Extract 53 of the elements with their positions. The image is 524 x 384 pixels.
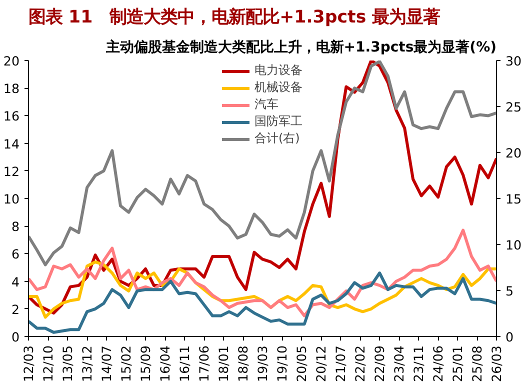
x-tick-label: 21/07 (333, 345, 348, 382)
y-tick-label: 12 (3, 164, 20, 179)
x-tick-label: 22/02 (352, 345, 368, 382)
y-tick-label: 2 (11, 302, 20, 317)
x-tick-label: 13/05 (60, 345, 75, 382)
legend-label: 合计(右) (254, 130, 300, 147)
x-tick-label: 19/10 (274, 345, 290, 382)
legend-label: 国防军工 (254, 113, 302, 130)
x-tick-label: 16/04 (158, 345, 173, 382)
y-tick-label: 18 (3, 81, 20, 96)
x-tick-label: 15/02 (118, 345, 134, 382)
x-tick-label: 12/10 (40, 345, 56, 382)
chart-subtitle: 主动偏股基金制造大类配比上升，电新+1.3pcts最为显著(%) (104, 38, 496, 56)
x-tick-label: 26/03 (489, 345, 504, 382)
y2-tick-label: 10 (506, 238, 522, 252)
x-tick-label: 25/01 (450, 345, 466, 382)
y-tick-label: 6 (11, 246, 20, 262)
x-tick-label: 13/12 (80, 345, 95, 382)
y-tick-label: 8 (11, 219, 20, 234)
line-series (28, 60, 496, 266)
x-tick-label: 12/03 (21, 345, 36, 382)
y2-tick-label: 0 (506, 330, 514, 344)
x-tick-label: 22/09 (372, 345, 388, 382)
line-series (28, 272, 496, 334)
x-tick-label: 25/08 (470, 345, 485, 382)
y-tick-label: 4 (11, 274, 20, 290)
y-tick-label: 20 (3, 54, 20, 68)
y2-tick-label: 20 (506, 146, 522, 160)
x-tick-label: 15/09 (138, 345, 154, 382)
x-tick-label: 14/07 (98, 345, 114, 382)
legend-label: 电力设备 (254, 62, 302, 79)
y-tick-label: 10 (3, 192, 20, 206)
y2-tick-label: 25 (506, 100, 522, 114)
y-tick-label: 0 (11, 330, 20, 344)
x-tick-label: 17/06 (196, 345, 212, 382)
y2-tick-label: 5 (506, 284, 514, 298)
x-tick-label: 16/11 (177, 345, 192, 382)
chart-title: 图表 11 制造大类中，电新配比+1.3pcts 最为显著 (28, 8, 440, 28)
x-tick-label: 23/11 (411, 345, 426, 382)
legend-label: 机械设备 (254, 79, 302, 96)
x-tick-label: 18/01 (216, 345, 232, 382)
x-tick-label: 24/06 (430, 345, 446, 382)
x-tick-label: 19/03 (254, 345, 270, 382)
y2-tick-label: 15 (506, 192, 522, 206)
legend-label: 汽车 (254, 96, 278, 113)
x-tick-label: 20/12 (314, 345, 329, 382)
y-tick-label: 14 (3, 136, 20, 152)
y-tick-label: 16 (3, 108, 20, 124)
x-tick-label: 23/04 (392, 345, 407, 382)
y2-tick-label: 30 (506, 54, 522, 68)
x-tick-label: 20/05 (294, 345, 310, 382)
line-series (28, 228, 496, 318)
x-tick-label: 18/08 (236, 345, 251, 382)
